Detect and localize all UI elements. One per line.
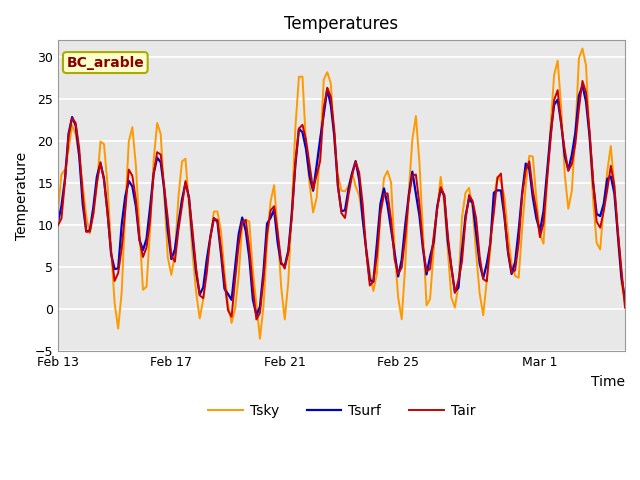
Legend: Tsky, Tsurf, Tair: Tsky, Tsurf, Tair: [202, 399, 481, 424]
Line: Tsurf: Tsurf: [58, 85, 625, 315]
X-axis label: Time: Time: [591, 375, 625, 389]
Y-axis label: Temperature: Temperature: [15, 152, 29, 240]
Line: Tair: Tair: [58, 81, 625, 320]
Text: BC_arable: BC_arable: [67, 56, 144, 70]
Line: Tsky: Tsky: [58, 48, 625, 339]
Title: Temperatures: Temperatures: [284, 15, 399, 33]
